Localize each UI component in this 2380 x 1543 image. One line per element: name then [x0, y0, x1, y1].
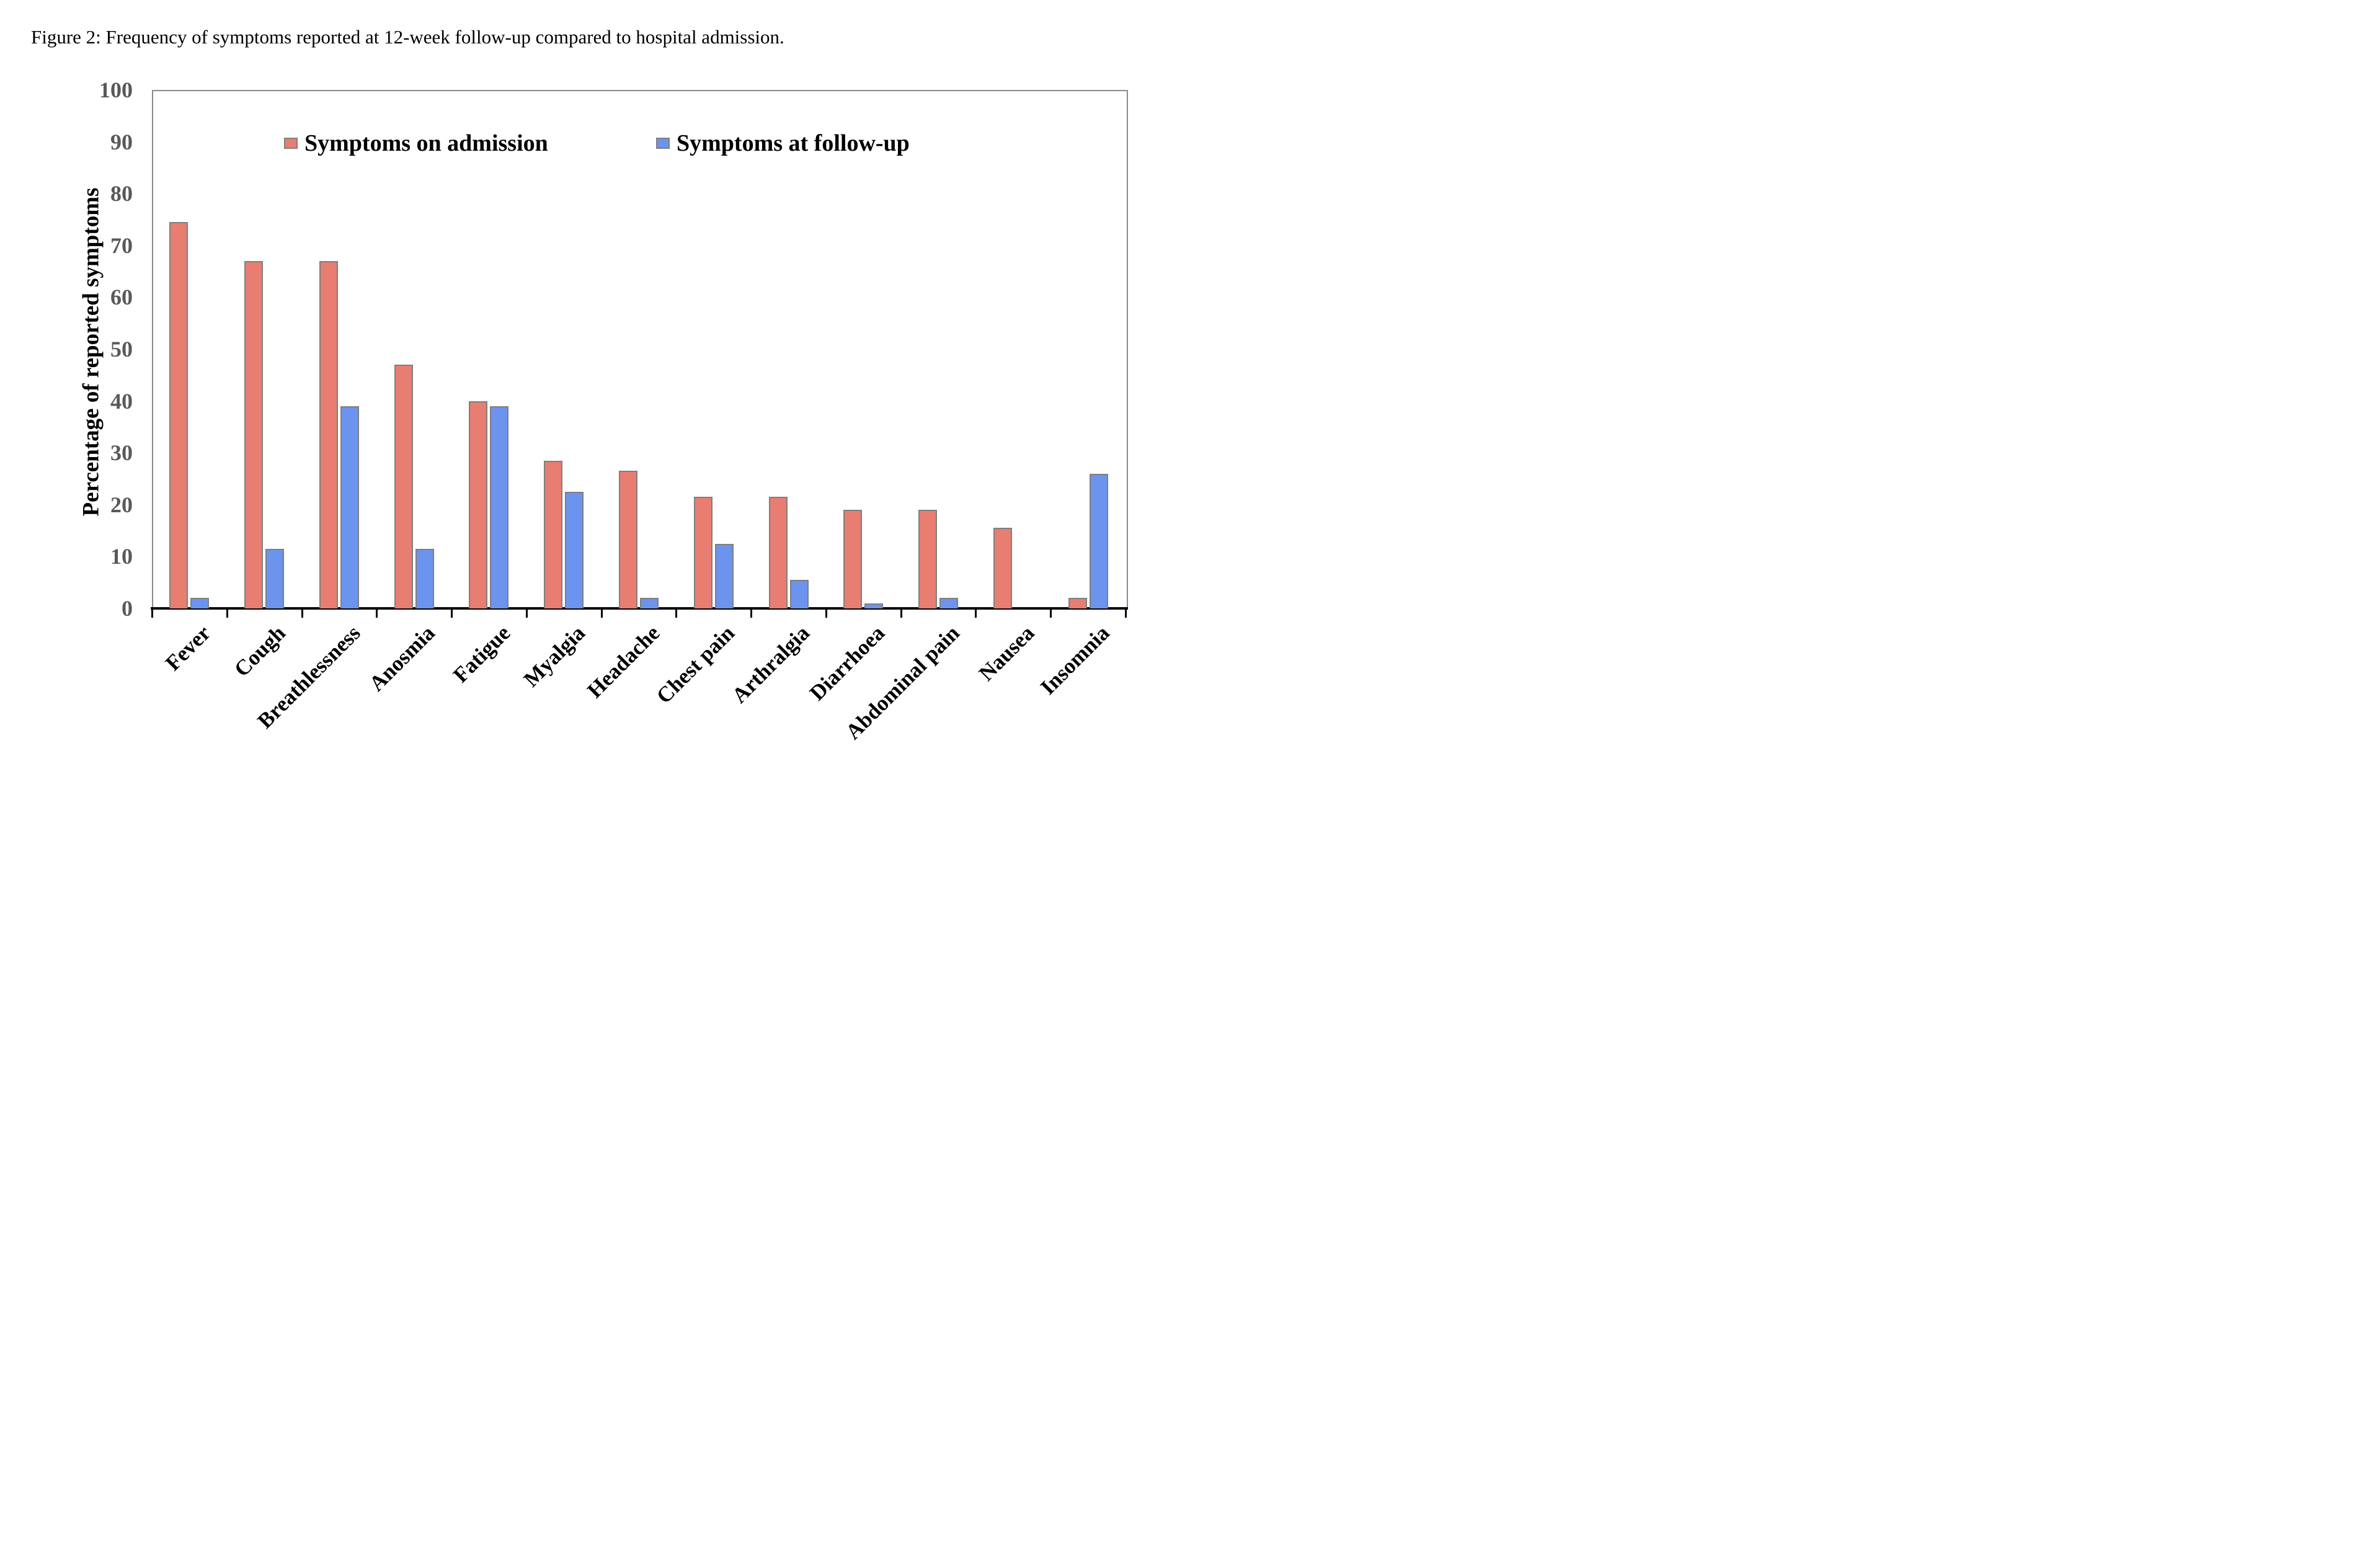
legend-swatch-admission	[284, 138, 298, 149]
x-tick-mark	[226, 610, 228, 618]
x-tick-mark	[750, 610, 753, 618]
x-tick-mark	[825, 610, 827, 618]
y-tick-label: 30	[110, 440, 133, 466]
x-axis-label: Chest pain	[652, 621, 740, 709]
y-tick-label: 10	[110, 544, 133, 569]
figure-caption: Figure 2: Frequency of symptoms reported…	[31, 26, 784, 48]
followup-bar	[1089, 473, 1108, 608]
x-tick-mark	[301, 610, 303, 618]
followup-bar	[939, 598, 959, 608]
x-tick-mark	[151, 610, 153, 618]
admission-bar	[244, 260, 264, 608]
x-axis-label: Myalgia	[518, 621, 590, 692]
y-tick-label: 20	[110, 492, 133, 517]
x-axis-line	[151, 607, 1128, 610]
admission-bar	[843, 510, 863, 608]
x-tick-mark	[600, 610, 603, 618]
y-tick-label: 60	[110, 285, 133, 310]
x-tick-mark	[675, 610, 678, 618]
followup-bar	[565, 491, 584, 608]
legend-swatch-followup	[656, 138, 670, 149]
figure-page: Figure 2: Frequency of symptoms reported…	[0, 0, 1190, 772]
followup-bar	[714, 543, 734, 608]
followup-bar	[190, 598, 210, 608]
followup-bar	[415, 548, 434, 608]
followup-bar	[640, 598, 659, 608]
x-tick-mark	[525, 610, 528, 618]
x-axis-label: Anosmia	[365, 621, 440, 696]
admission-bar	[169, 222, 189, 608]
y-tick-label: 0	[122, 596, 133, 621]
x-axis-label: Insomnia	[1035, 621, 1114, 700]
admission-bar	[319, 260, 338, 608]
followup-bar	[340, 406, 359, 608]
x-axis-label: Nausea	[974, 621, 1039, 686]
legend-item-followup: Symptoms at follow-up	[656, 131, 910, 155]
admission-bar	[1068, 598, 1087, 608]
x-axis-label: Fatigue	[448, 621, 515, 688]
plot-area	[152, 90, 1128, 610]
legend-item-admission: Symptoms on admission	[284, 131, 548, 155]
x-tick-mark	[1050, 610, 1052, 618]
x-axis-label: Arthralgia	[727, 621, 815, 708]
x-tick-mark	[1125, 610, 1127, 618]
y-tick-label: 80	[110, 181, 133, 207]
x-axis-label: Fever	[160, 621, 215, 676]
x-tick-mark	[451, 610, 453, 618]
y-tick-label: 50	[110, 337, 133, 362]
admission-bar	[394, 365, 413, 608]
x-tick-mark	[900, 610, 902, 618]
followup-bar	[789, 580, 809, 608]
y-tick-label: 100	[99, 78, 133, 102]
followup-bar	[265, 548, 285, 608]
legend-label-admission: Symptoms on admission	[304, 130, 548, 156]
admission-bar	[619, 471, 637, 608]
followup-bar	[864, 603, 884, 608]
admission-bar	[469, 401, 488, 608]
x-axis-label: Cough	[229, 621, 290, 682]
admission-bar	[918, 510, 938, 608]
legend-label-followup: Symptoms at follow-up	[677, 130, 910, 156]
admission-bar	[544, 460, 563, 608]
x-tick-mark	[376, 610, 378, 618]
admission-bar	[693, 497, 713, 608]
admission-bar	[768, 497, 788, 608]
y-tick-label: 70	[110, 233, 133, 258]
followup-bar	[490, 406, 509, 608]
admission-bar	[993, 528, 1012, 608]
x-tick-mark	[975, 610, 977, 618]
y-tick-label: 90	[110, 129, 133, 154]
y-tick-label: 40	[110, 388, 133, 414]
